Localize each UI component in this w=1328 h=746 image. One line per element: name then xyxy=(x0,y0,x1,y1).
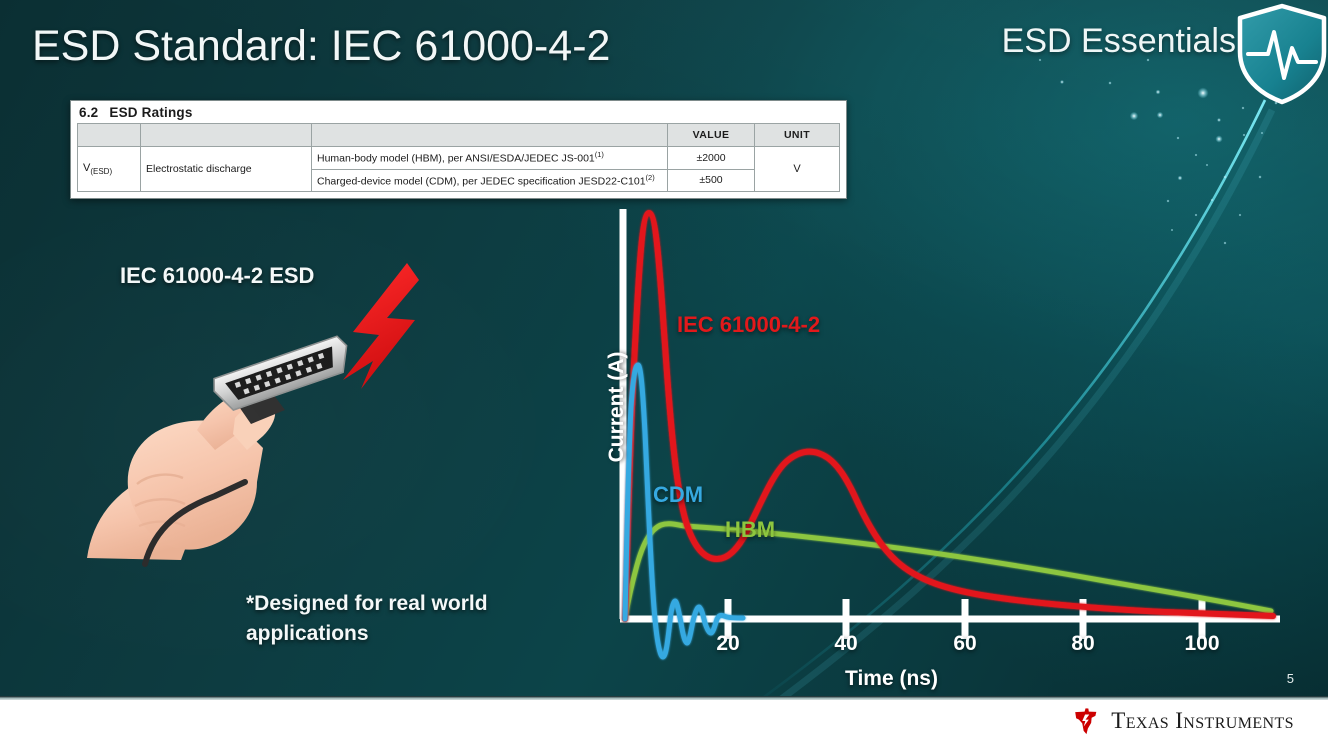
table-cell-unit: V xyxy=(754,145,840,193)
series-label-cdm: CDM xyxy=(653,482,704,507)
table-header-blank-1 xyxy=(77,123,141,147)
table-row: Charged-device model (CDM), per JEDEC sp… xyxy=(78,168,840,193)
description-text-cdm: Charged-device model (CDM), per JEDEC sp… xyxy=(317,175,646,188)
chart-x-axis-label: Time (ns) xyxy=(845,667,938,690)
table-section-number: 6.2 xyxy=(79,105,99,120)
design-note: *Designed for real world applications xyxy=(246,592,488,646)
table-cell-value-hbm: ±2000 xyxy=(667,146,755,170)
table-header-unit: UNIT xyxy=(754,123,840,147)
description-text-hbm: Human-body model (HBM), per ANSI/ESDA/JE… xyxy=(317,152,595,165)
table-header-value: VALUE xyxy=(667,123,755,147)
x-tick-label-40: 40 xyxy=(834,632,858,655)
series-label-hbm: HBM xyxy=(725,517,776,542)
footer-bar: Texas Instruments xyxy=(0,700,1328,746)
slide-canvas: ESD Standard: IEC 61000-4-2 ESD Essentia… xyxy=(0,0,1328,700)
series-iec-curve xyxy=(622,210,1276,622)
x-tick-label-80: 80 xyxy=(1071,632,1095,655)
series-label-iec: IEC 61000-4-2 xyxy=(677,312,821,337)
brand-label: ESD Essentials xyxy=(1001,22,1236,60)
slide-bottom-edge xyxy=(0,696,1328,700)
hand-holding-hdmi-connector-icon xyxy=(87,263,419,567)
table-cell-description-cdm: Charged-device model (CDM), per JEDEC sp… xyxy=(311,168,668,193)
table-caption-text: ESD Ratings xyxy=(109,105,193,120)
footnote-marker-2: (2) xyxy=(645,172,655,182)
table-row: V(ESD) Electrostatic discharge Human-bod… xyxy=(77,145,840,193)
footnote-marker-1: (1) xyxy=(594,150,604,159)
texas-instruments-logo: Texas Instruments xyxy=(1071,706,1294,736)
page-number: 5 xyxy=(1286,671,1294,686)
table-cell-parameter: Electrostatic discharge xyxy=(140,145,312,193)
table-header-blank-2 xyxy=(140,123,312,147)
symbol-main: V xyxy=(83,162,91,175)
table-header-row: VALUE UNIT xyxy=(77,123,840,147)
chart-axes xyxy=(619,209,1280,639)
esd-ratings-table: 6.2 ESD Ratings VALUE UNIT V(ESD) Electro… xyxy=(70,100,847,200)
series-cdm-curve xyxy=(622,362,746,660)
esd-waveform-chart: Current (A) Time (ns) 20 40 60 80 100 IE… xyxy=(565,195,1305,695)
table-caption: 6.2 ESD Ratings xyxy=(71,101,846,123)
x-tick-label-60: 60 xyxy=(953,632,977,655)
company-name: Texas Instruments xyxy=(1111,708,1294,733)
table-cell-symbol: V(ESD) xyxy=(77,145,141,193)
table-cell-description-hbm: Human-body model (HBM), per ANSI/ESDA/JE… xyxy=(311,146,668,170)
x-tick-label-100: 100 xyxy=(1184,632,1220,655)
table-cell-value-cdm: ±500 xyxy=(667,168,755,193)
symbol-subscript: (ESD) xyxy=(90,167,113,177)
chart-plot-area xyxy=(619,209,1280,660)
x-tick-label-20: 20 xyxy=(716,632,740,655)
illustration-label: IEC 61000-4-2 ESD xyxy=(120,263,315,288)
shield-pulse-icon xyxy=(1237,3,1327,105)
chart-y-axis-label: Current (A) xyxy=(605,351,628,463)
slide-title: ESD Standard: IEC 61000-4-2 xyxy=(32,22,611,70)
lightning-bolt-icon xyxy=(343,263,419,389)
texas-state-icon xyxy=(1075,708,1097,735)
table-header-blank-3 xyxy=(311,123,668,147)
series-hbm-curve xyxy=(622,521,1274,622)
